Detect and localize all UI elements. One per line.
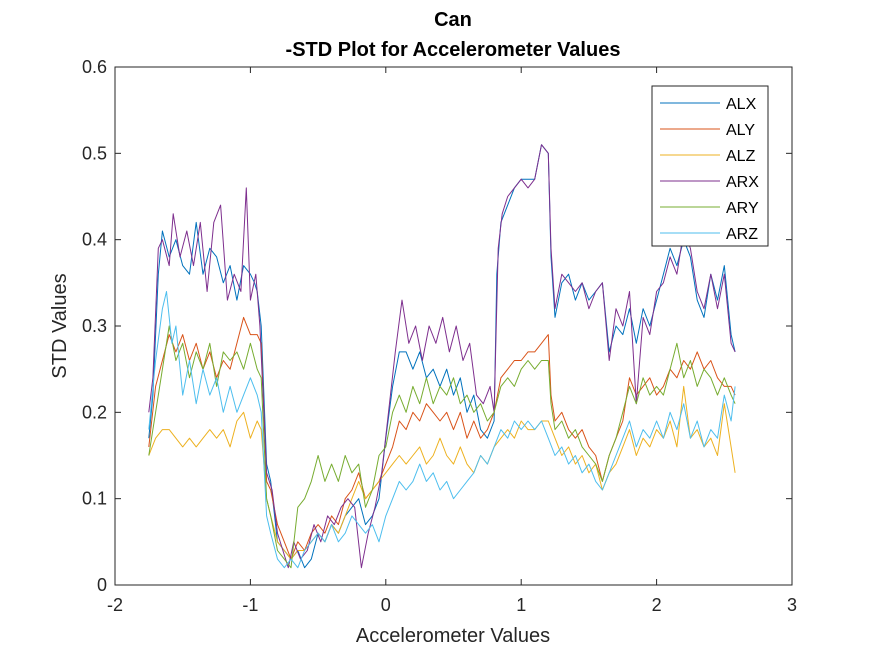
x-tick-label: 1	[516, 595, 526, 615]
legend-item-arx: ARX	[660, 174, 759, 191]
series-line-alz	[148, 385, 736, 560]
chart-title-line-1: Can	[434, 9, 472, 31]
series-group	[148, 144, 736, 569]
legend-item-aly: ALY	[660, 122, 755, 139]
series-line-ary	[148, 325, 736, 569]
y-tick-label: 0.6	[82, 57, 107, 77]
y-tick-label: 0.4	[82, 230, 107, 250]
x-tick-label: 2	[652, 595, 662, 615]
y-tick-label: 0.5	[82, 143, 107, 163]
legend-item-arz: ARZ	[660, 226, 758, 243]
series-line-arx	[148, 144, 736, 569]
legend-label: ALY	[726, 122, 755, 139]
chart-title-line-2: -STD Plot for Accelerometer Values	[286, 39, 621, 61]
legend-item-ary: ARY	[660, 200, 759, 217]
legend-label: ALX	[726, 96, 757, 113]
y-tick-label: 0	[97, 575, 107, 595]
series-line-arz	[148, 291, 736, 569]
legend: ALX ALY ALZ ARX ARY ARZ	[651, 85, 769, 247]
y-tick-label: 0.3	[82, 316, 107, 336]
legend-label: ARZ	[726, 226, 758, 243]
legend-label: ALZ	[726, 148, 756, 165]
legend-item-alx: ALX	[660, 96, 757, 113]
x-axis-label: Accelerometer Values	[356, 625, 550, 647]
x-tick-label: -1	[242, 595, 258, 615]
y-tick-label: 0.1	[82, 489, 107, 509]
legend-label: ARY	[726, 200, 759, 217]
y-tick-label: 0.2	[82, 402, 107, 422]
x-tick-label: 0	[381, 595, 391, 615]
x-tick-label: -2	[107, 595, 123, 615]
legend-label: ARX	[726, 174, 759, 191]
y-axis-ticks: 0 0.1 0.2 0.3 0.4 0.5 0.6	[82, 57, 792, 595]
y-axis-label: STD Values	[49, 273, 71, 378]
legend-item-alz: ALZ	[660, 148, 756, 165]
x-tick-label: 3	[787, 595, 797, 615]
x-axis-ticks: -2 -1 0 1 2 3	[107, 67, 797, 615]
legend-box	[651, 85, 769, 247]
